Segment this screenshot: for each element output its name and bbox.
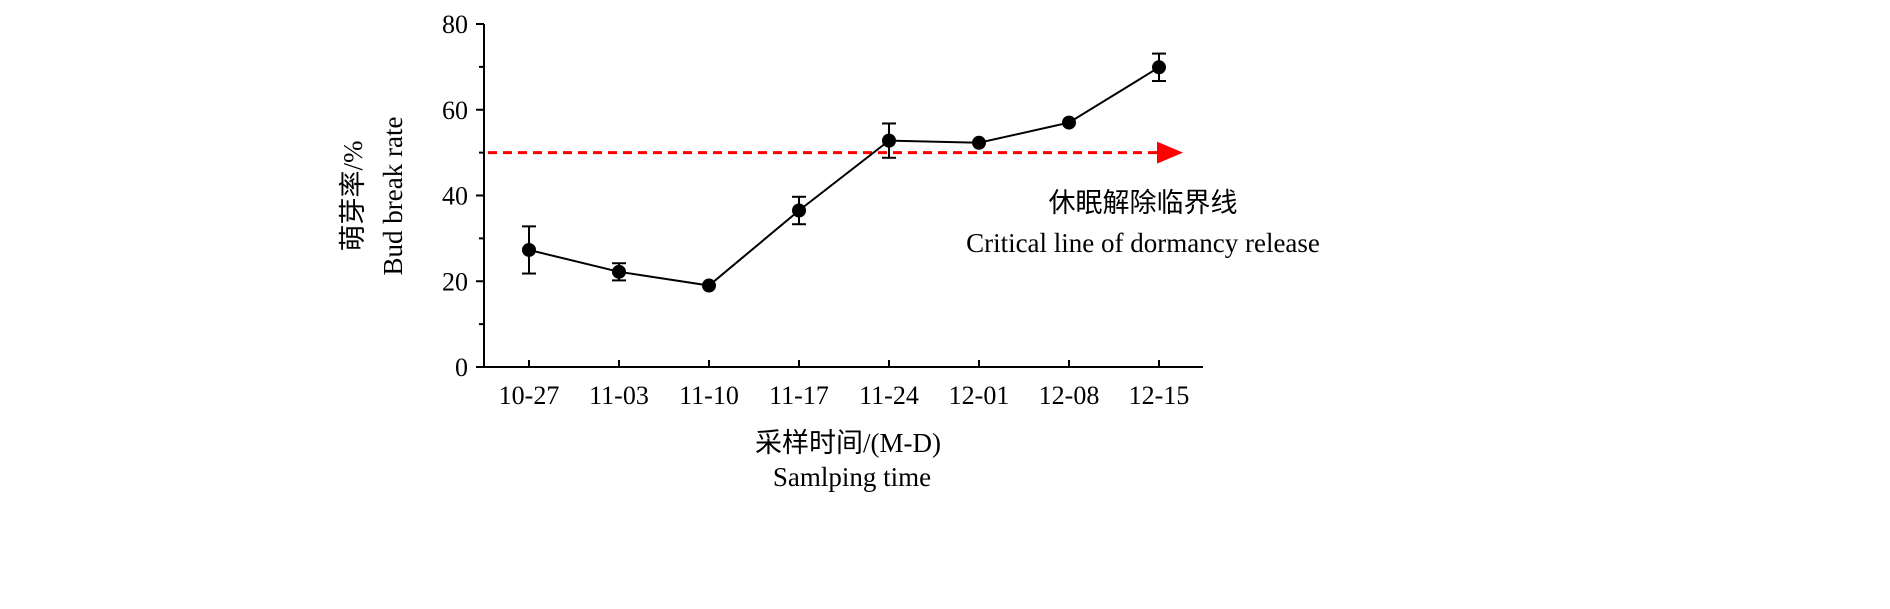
x-axis-title-en: Samlping time [773,462,931,492]
y-tick-label: 0 [455,353,468,382]
data-point [1152,60,1166,75]
data-point [882,133,896,148]
x-tick-label: 12-08 [1039,381,1100,410]
y-axis-title-cn: 萌芽率/% [338,141,368,252]
data-point [612,264,626,279]
x-tick-label: 10-27 [499,381,560,410]
threshold-arrow [1157,141,1183,164]
data-point [702,278,716,293]
y-tick-label: 40 [442,182,468,211]
x-tick-label: 11-03 [589,381,649,410]
y-ticks: 0 20 40 60 80 [442,10,484,382]
data-point [792,203,806,218]
y-tick-label: 80 [442,10,468,39]
x-tick-label: 11-10 [679,381,739,410]
x-ticks: 10-27 11-03 11-10 11-17 11-24 12-01 12-08 12-15 [499,360,1190,410]
x-tick-label: 11-17 [769,381,829,410]
x-tick-label: 12-01 [949,381,1010,410]
series-line [528,66,1160,287]
threshold-group [488,141,1183,164]
data-point [1062,115,1076,130]
axes: 0 20 40 60 80 10-27 11-03 11-10 11-17 11-24 12-01… [442,10,1203,410]
threshold-label-en: Critical line of dormancy release [966,228,1320,258]
x-tick-label: 11-24 [859,381,919,410]
data-point [522,242,536,257]
y-tick-label: 60 [442,96,468,125]
x-tick-label: 12-15 [1129,381,1190,410]
series-group [522,52,1166,293]
data-points [522,60,1166,293]
y-tick-label: 20 [442,267,468,296]
y-axis-title-en: Bud break rate [378,117,408,276]
threshold-label-cn: 休眠解除临界线 [1049,188,1238,218]
data-point [972,135,986,150]
x-axis-title-cn: 采样时间/(M-D) [755,428,941,458]
